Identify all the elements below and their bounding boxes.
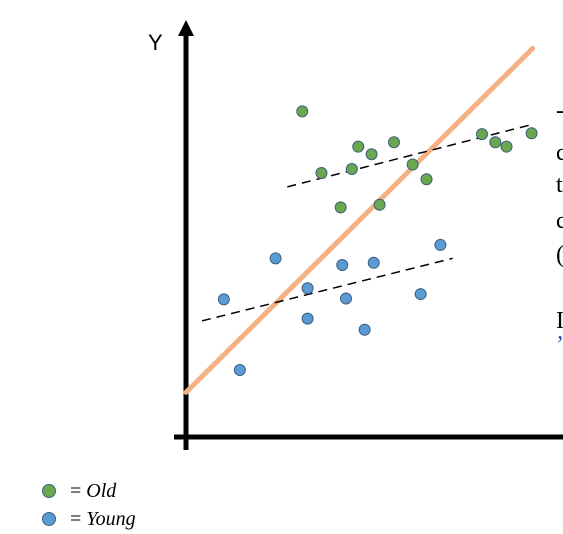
legend-item-young: = Young — [42, 505, 136, 533]
data-point-old-8 — [388, 136, 400, 149]
cropped-text-line-6: I — [556, 308, 563, 334]
legend-equals: = — [70, 479, 82, 502]
data-point-young-11 — [434, 238, 447, 251]
data-point-old-11 — [476, 128, 488, 141]
data-point-old-3 — [334, 201, 347, 214]
data-point-old-7 — [373, 198, 386, 211]
data-point-young-3 — [269, 252, 282, 265]
data-point-young-8 — [367, 256, 380, 269]
data-point-old-12 — [500, 140, 513, 153]
old-group-trend-line — [287, 123, 533, 188]
data-point-young-10 — [414, 288, 427, 301]
cropped-text-line-3: t — [556, 172, 563, 198]
data-point-young-6 — [336, 259, 349, 272]
cropped-text-line-7: ’ — [556, 332, 563, 359]
data-point-old-6 — [365, 148, 378, 161]
y-axis-arrowhead — [178, 20, 194, 36]
overall-trend-line — [183, 45, 536, 395]
cropped-text-line-4: c — [556, 208, 563, 234]
data-point-old-13 — [489, 136, 502, 149]
data-point-young-4 — [301, 282, 314, 295]
data-point-old-4 — [345, 163, 358, 175]
data-point-old-2 — [315, 167, 328, 180]
data-point-young-5 — [301, 312, 314, 325]
data-point-old-5 — [352, 140, 365, 153]
cropped-text-line-1: - — [556, 98, 563, 125]
cropped-text-line-5: ( — [556, 242, 563, 269]
data-point-young-9 — [358, 323, 371, 336]
legend: = Old = Young — [42, 477, 136, 533]
data-point-old-9 — [406, 158, 419, 171]
young-group-trend-line — [201, 257, 453, 322]
legend-label-young: Young — [86, 507, 136, 530]
data-point-old-10 — [420, 173, 433, 186]
legend-label-old: Old — [86, 479, 117, 502]
data-point-old-14 — [525, 127, 538, 140]
data-point-young-1 — [217, 293, 230, 306]
legend-equals: = — [70, 507, 82, 530]
cropped-text-line-2: c — [556, 140, 563, 166]
y-axis-label: Y — [148, 30, 163, 55]
data-point-old-1 — [296, 105, 309, 118]
data-point-young-7 — [340, 292, 352, 305]
data-point-young-2 — [233, 364, 246, 376]
legend-swatch-old — [42, 484, 56, 498]
legend-swatch-young — [42, 512, 56, 526]
legend-item-old: = Old — [42, 477, 136, 505]
